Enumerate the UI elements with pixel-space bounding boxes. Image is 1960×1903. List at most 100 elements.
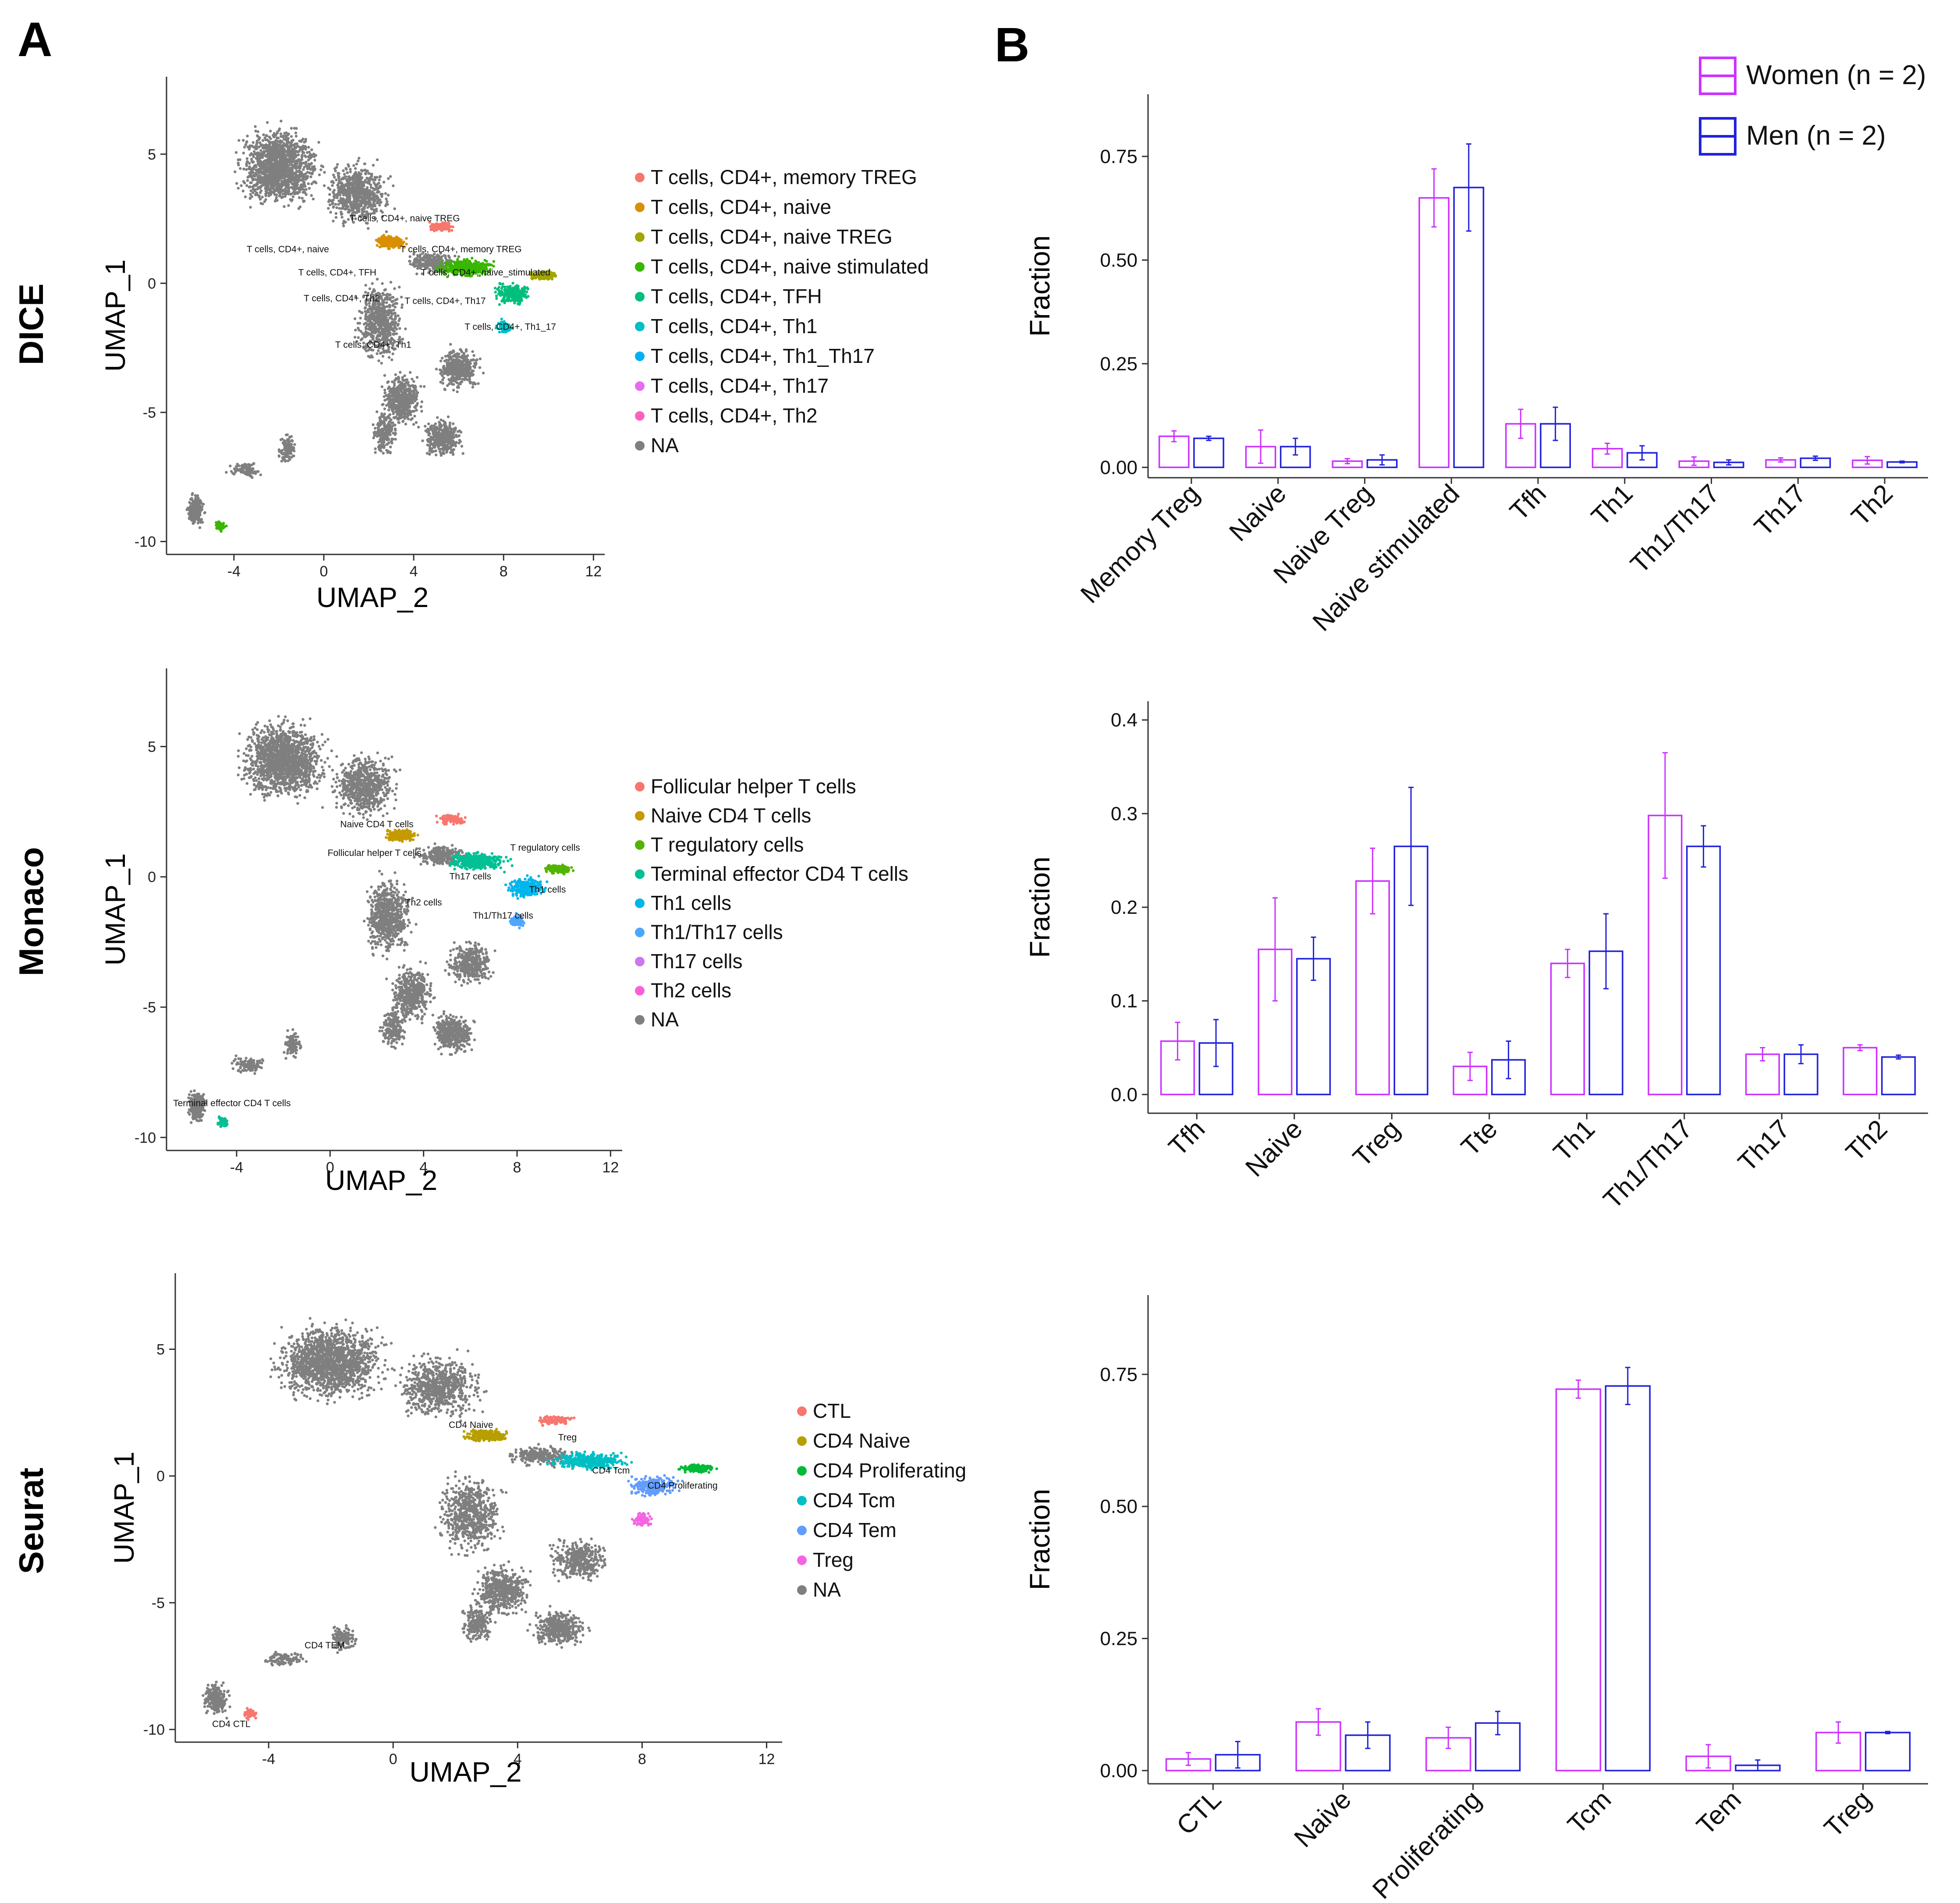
category-label-proliferating: Proliferating xyxy=(1367,1785,1487,1903)
y-tick-label: 0.0 xyxy=(1111,1084,1138,1105)
y-tick-label: 5 xyxy=(148,738,156,755)
category-label-th1: Th1 xyxy=(1585,479,1638,531)
category-label-tte: Tte xyxy=(1455,1114,1503,1162)
category-label-naive-stimulated: Naive stimulated xyxy=(1307,479,1465,637)
legend-dot-t-cells-cd4-th2 xyxy=(635,411,645,421)
legend-label-naive-cd4-t-cells: Naive CD4 T cells xyxy=(651,804,811,827)
legend-label-cd4-tem: CD4 Tem xyxy=(813,1519,897,1541)
legend-dot-t-cells-cd4-tfh xyxy=(635,292,645,302)
bar-women-tcm xyxy=(1555,1388,1602,1772)
cluster-annotation: Th17 cells xyxy=(449,872,491,882)
legend-dot-t-regulatory-cells xyxy=(635,840,645,850)
x-tick-label: 4 xyxy=(410,563,418,580)
legend-label-t-cells-cd4-th1: T cells, CD4+, Th1 xyxy=(651,315,818,337)
legend-dot-ctl xyxy=(797,1406,807,1416)
legend-dot-naive-cd4-t-cells xyxy=(635,811,645,821)
cluster-annotation: CD4 CTL xyxy=(212,1719,251,1729)
row-label: DICE xyxy=(12,284,50,365)
category-label-tem: Tem xyxy=(1691,1785,1747,1841)
legend-label-t-cells-cd4-memory-treg: T cells, CD4+, memory TREG xyxy=(651,166,917,188)
x-tick-label: 8 xyxy=(500,563,508,580)
x-tick-label: 12 xyxy=(585,563,602,580)
y-axis-title: Fraction xyxy=(1024,856,1056,958)
y-tick-label: 0.00 xyxy=(1100,457,1138,478)
legend-label-terminal-effector-cd4-t-cells: Terminal effector CD4 T cells xyxy=(651,863,908,885)
x-tick-label: 0 xyxy=(389,1751,397,1768)
legend-dot-t-cells-cd4-naive-stimulated xyxy=(635,262,645,272)
legend-men-label: Men (n = 2) xyxy=(1746,121,1886,151)
category-label-tcm: Tcm xyxy=(1562,1785,1616,1839)
monaco-bar-panel: 0.0 0.1 0.2 0.3 0.4 Fraction Tfh Naive Treg Tte Th… xyxy=(1024,701,1928,1214)
cluster-annotation: T cells, CD4+, Th17 xyxy=(404,296,486,306)
x-tick-label: 12 xyxy=(602,1159,619,1176)
y-tick-label: 0.50 xyxy=(1100,1496,1138,1517)
cluster-annotation: T cells, CD4+, naive TREG xyxy=(350,213,460,224)
bar-women-th2 xyxy=(1843,1047,1878,1096)
legend-dot-th1-cells xyxy=(635,898,645,908)
y-tick-label: -5 xyxy=(143,999,156,1016)
category-label-treg: Treg xyxy=(1347,1114,1405,1172)
y-tick-label: 5 xyxy=(156,1342,165,1358)
x-axis-title: UMAP_2 xyxy=(409,1756,521,1788)
legend-dot-t-cells-cd4-th1 xyxy=(635,322,645,331)
legend-label-th1-th17-cells: Th1/Th17 cells xyxy=(651,921,783,944)
bar-men-treg xyxy=(1864,1732,1911,1772)
y-tick-label: 0 xyxy=(148,869,156,886)
legend-dot-terminal-effector-cd4-t-cells xyxy=(635,869,645,879)
legend-dot-th2-cells xyxy=(635,986,645,996)
x-tick-label: -4 xyxy=(230,1159,243,1176)
bar-men-tcm xyxy=(1605,1385,1651,1772)
y-tick-label: 0.75 xyxy=(1100,1364,1138,1385)
legend-label-th1-cells: Th1 cells xyxy=(651,891,731,914)
y-axis-title: Fraction xyxy=(1024,235,1056,337)
cluster-annotation: CD4 Proliferating xyxy=(648,1481,718,1491)
cluster-annotation: Th1 cells xyxy=(529,884,566,895)
cluster-annotation: Follicular helper T cells xyxy=(328,848,422,858)
cluster-annotation: T cells, CD4+, memory TREG xyxy=(400,245,522,255)
legend-dot-t-cells-cd4-naive xyxy=(635,202,645,212)
legend-label-t-cells-cd4-th1-th17: T cells, CD4+, Th1_Th17 xyxy=(651,344,875,367)
cluster-annotation: T cells, CD4+, Th1_17 xyxy=(464,322,556,332)
legend-label-t-cells-cd4-th2: T cells, CD4+, Th2 xyxy=(651,404,818,427)
x-axis-title: UMAP_2 xyxy=(325,1165,437,1196)
legend-label-t-cells-cd4-tfh: T cells, CD4+, TFH xyxy=(651,285,822,308)
cluster-annotation: CD4 Naive xyxy=(449,1420,493,1430)
y-tick-label: 0.2 xyxy=(1111,897,1138,918)
y-tick-label: 5 xyxy=(148,146,156,163)
bar-women-naive-stimulated xyxy=(1418,197,1450,469)
cluster-annotation: Naive CD4 T cells xyxy=(340,820,413,830)
x-axis-title: UMAP_2 xyxy=(316,582,429,613)
legend-dot-t-cells-cd4-naive-treg xyxy=(635,232,645,242)
x-tick-label: 4 xyxy=(419,1159,428,1176)
legend-label-t-cells-cd4-naive: T cells, CD4+, naive xyxy=(651,195,831,218)
category-label-th2: Th2 xyxy=(1840,1114,1893,1167)
legend-dot-th17-cells xyxy=(635,957,645,966)
legend-label-t-cells-cd4-naive-stimulated: T cells, CD4+, naive stimulated xyxy=(651,255,929,278)
umap-point-cloud xyxy=(202,1317,718,1721)
legend-label-t-regulatory-cells: T regulatory cells xyxy=(651,833,804,856)
legend-dot-cd4-naive xyxy=(797,1436,807,1446)
seurat-bar-panel: 0.00 0.25 0.50 0.75 Fraction CTL Naive Prolifer… xyxy=(1024,1295,1928,1903)
cluster-annotation: CD4 TEM xyxy=(305,1640,345,1651)
y-tick-label: 0.75 xyxy=(1100,146,1138,167)
legend-dot-t-cells-cd4-th17 xyxy=(635,381,645,391)
cluster-annotation: CD4 Tcm xyxy=(592,1466,630,1476)
cluster-annotation: Th1/Th17 cells xyxy=(473,911,533,921)
x-tick-label: -4 xyxy=(227,563,241,580)
y-tick-label: 0.50 xyxy=(1100,249,1138,271)
legend-dot-na xyxy=(797,1585,807,1595)
dice-umap-panel: -4 0 4 8 12 5 0 -5 -10 UMAP_2 UMAP_1 DICE T cells, C… xyxy=(12,77,929,613)
category-label-th17: Th17 xyxy=(1748,479,1811,542)
y-tick-label: 0.25 xyxy=(1100,353,1138,375)
legend-dot-th1-th17-cells xyxy=(635,927,645,937)
panel-label-b: B xyxy=(995,18,1029,72)
y-tick-label: 0.25 xyxy=(1100,1628,1138,1650)
umap-point-cloud xyxy=(187,715,575,1128)
row-label: Seurat xyxy=(12,1468,50,1574)
legend-dot-na xyxy=(635,1015,645,1025)
legend-label-th17-cells: Th17 cells xyxy=(651,950,743,973)
umap-point-cloud xyxy=(185,120,557,533)
category-label-tfh: Tfh xyxy=(1163,1114,1211,1162)
legend-dot-cd4-proliferating xyxy=(797,1466,807,1476)
